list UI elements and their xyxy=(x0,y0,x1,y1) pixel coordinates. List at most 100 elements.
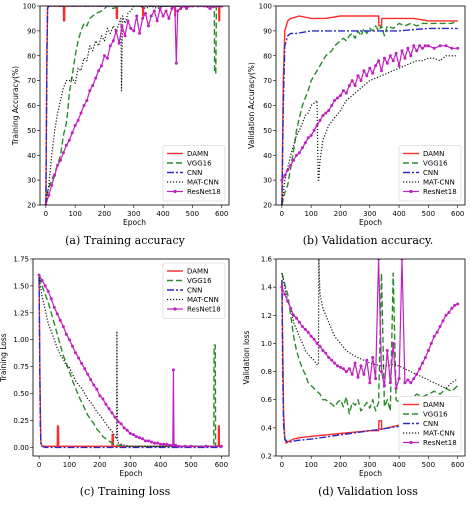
y-axis-label: Validation loss xyxy=(242,330,251,384)
data-point-resnet18 xyxy=(441,319,445,323)
data-point-resnet18 xyxy=(67,138,71,142)
y-tick-label: 80 xyxy=(27,52,36,60)
data-point-resnet18 xyxy=(374,377,378,381)
data-point-resnet18 xyxy=(444,313,448,317)
series-line-mat-cnn xyxy=(45,6,222,205)
chart-panel-3: 0 100 200 300 400 500 600 0.00 0.25 0.50 0.75 1.00 1… xyxy=(0,256,230,498)
x-tick-label: 100 xyxy=(304,210,317,218)
data-point-resnet18 xyxy=(292,313,296,317)
series-line-cnn xyxy=(45,6,222,205)
x-tick-label: 200 xyxy=(98,210,111,218)
data-point-resnet18 xyxy=(134,435,138,439)
data-point-resnet18 xyxy=(88,89,92,93)
legend-entry-mat-cnn: MAT-CNN xyxy=(423,430,455,438)
data-point-resnet18 xyxy=(83,367,87,371)
y-tick-label: 1.0 xyxy=(261,340,272,348)
x-tick-label: 0 xyxy=(37,461,41,469)
x-tick-label: 500 xyxy=(186,210,199,218)
data-point-resnet18 xyxy=(97,69,101,73)
data-point-resnet18 xyxy=(68,338,71,342)
y-tick-label: 1.50 xyxy=(13,282,29,290)
data-point-resnet18 xyxy=(71,344,74,348)
data-point-resnet18 xyxy=(103,54,106,58)
y-tick-label: 1.4 xyxy=(261,284,273,292)
data-point-resnet18 xyxy=(362,69,366,73)
data-point-resnet18 xyxy=(403,56,407,60)
data-point-resnet18 xyxy=(371,71,375,75)
y-tick-label: 0.25 xyxy=(13,417,29,425)
y-tick-label: 50 xyxy=(27,127,36,135)
data-point-resnet18 xyxy=(353,361,357,365)
legend-entry-vgg16: VGG16 xyxy=(187,160,212,168)
data-point-resnet18 xyxy=(324,111,328,115)
data-point-resnet18 xyxy=(368,66,372,70)
data-point-resnet18 xyxy=(110,411,114,415)
data-point-resnet18 xyxy=(391,341,395,345)
data-point-resnet18 xyxy=(423,356,427,359)
data-point-resnet18 xyxy=(432,46,436,50)
y-tick-label: 0.8 xyxy=(261,368,272,376)
data-point-resnet18 xyxy=(318,344,322,348)
data-point-resnet18 xyxy=(312,128,316,132)
data-point-resnet18 xyxy=(131,433,135,436)
data-point-resnet18 xyxy=(168,443,172,447)
data-point-resnet18 xyxy=(309,334,313,338)
data-point-resnet18 xyxy=(347,367,351,371)
y-tick-label: 1.00 xyxy=(13,336,29,344)
series-line-damn xyxy=(281,15,458,205)
data-point-resnet18 xyxy=(415,372,419,376)
y-tick-label: 100 xyxy=(259,3,272,11)
data-point-resnet18 xyxy=(162,442,166,446)
x-tick-label: 300 xyxy=(127,210,140,218)
data-point-resnet18 xyxy=(406,46,410,50)
y-tick-label: 100 xyxy=(23,3,36,11)
y-tick-label: 0.50 xyxy=(13,390,29,398)
data-point-resnet18 xyxy=(156,441,160,445)
data-point-resnet18 xyxy=(418,44,422,48)
legend-marker xyxy=(409,440,413,445)
data-point-resnet18 xyxy=(153,441,157,445)
series-line-cnn xyxy=(38,277,222,449)
data-point-resnet18 xyxy=(107,407,111,411)
legend-entry-mat-cnn: MAT-CNN xyxy=(187,179,219,187)
y-tick-label: 1.75 xyxy=(13,256,29,264)
data-point-resnet18 xyxy=(438,44,442,48)
y-tick-label: 90 xyxy=(27,27,36,35)
data-point-resnet18 xyxy=(429,341,433,345)
data-point-resnet18 xyxy=(456,302,460,306)
legend-entry-resnet18: ResNet18 xyxy=(187,306,221,314)
data-point-resnet18 xyxy=(144,12,147,15)
data-point-resnet18 xyxy=(344,370,348,374)
data-point-resnet18 xyxy=(56,163,60,167)
y-tick-label: 60 xyxy=(263,102,272,110)
data-point-resnet18 xyxy=(164,9,168,13)
data-point-resnet18 xyxy=(324,351,328,355)
data-point-resnet18 xyxy=(380,370,383,374)
x-tick-label: 400 xyxy=(392,210,405,218)
data-point-resnet18 xyxy=(283,173,287,177)
x-tick-label: 100 xyxy=(63,461,76,469)
data-point-resnet18 xyxy=(391,59,395,63)
y-axis-label: Training Accuracy(%) xyxy=(11,66,20,146)
x-tick-label: 0 xyxy=(280,210,284,218)
data-point-resnet18 xyxy=(59,158,62,162)
data-point-resnet18 xyxy=(92,383,96,387)
data-point-resnet18 xyxy=(86,372,90,376)
data-point-resnet18 xyxy=(406,378,410,382)
data-point-resnet18 xyxy=(306,136,310,140)
data-point-resnet18 xyxy=(76,118,80,122)
data-point-resnet18 xyxy=(388,54,392,58)
data-point-resnet18 xyxy=(161,14,165,18)
legend-entry-damn: DAMN xyxy=(423,401,444,409)
data-point-resnet18 xyxy=(450,306,454,310)
data-point-resnet18 xyxy=(359,79,363,83)
x-tick-label: 0 xyxy=(280,461,284,469)
legend-entry-cnn: CNN xyxy=(423,420,438,428)
data-point-resnet18 xyxy=(43,284,47,288)
data-point-resnet18 xyxy=(350,372,354,376)
y-tick-label: 40 xyxy=(263,152,272,160)
data-point-resnet18 xyxy=(58,318,62,322)
data-point-resnet18 xyxy=(123,34,127,38)
